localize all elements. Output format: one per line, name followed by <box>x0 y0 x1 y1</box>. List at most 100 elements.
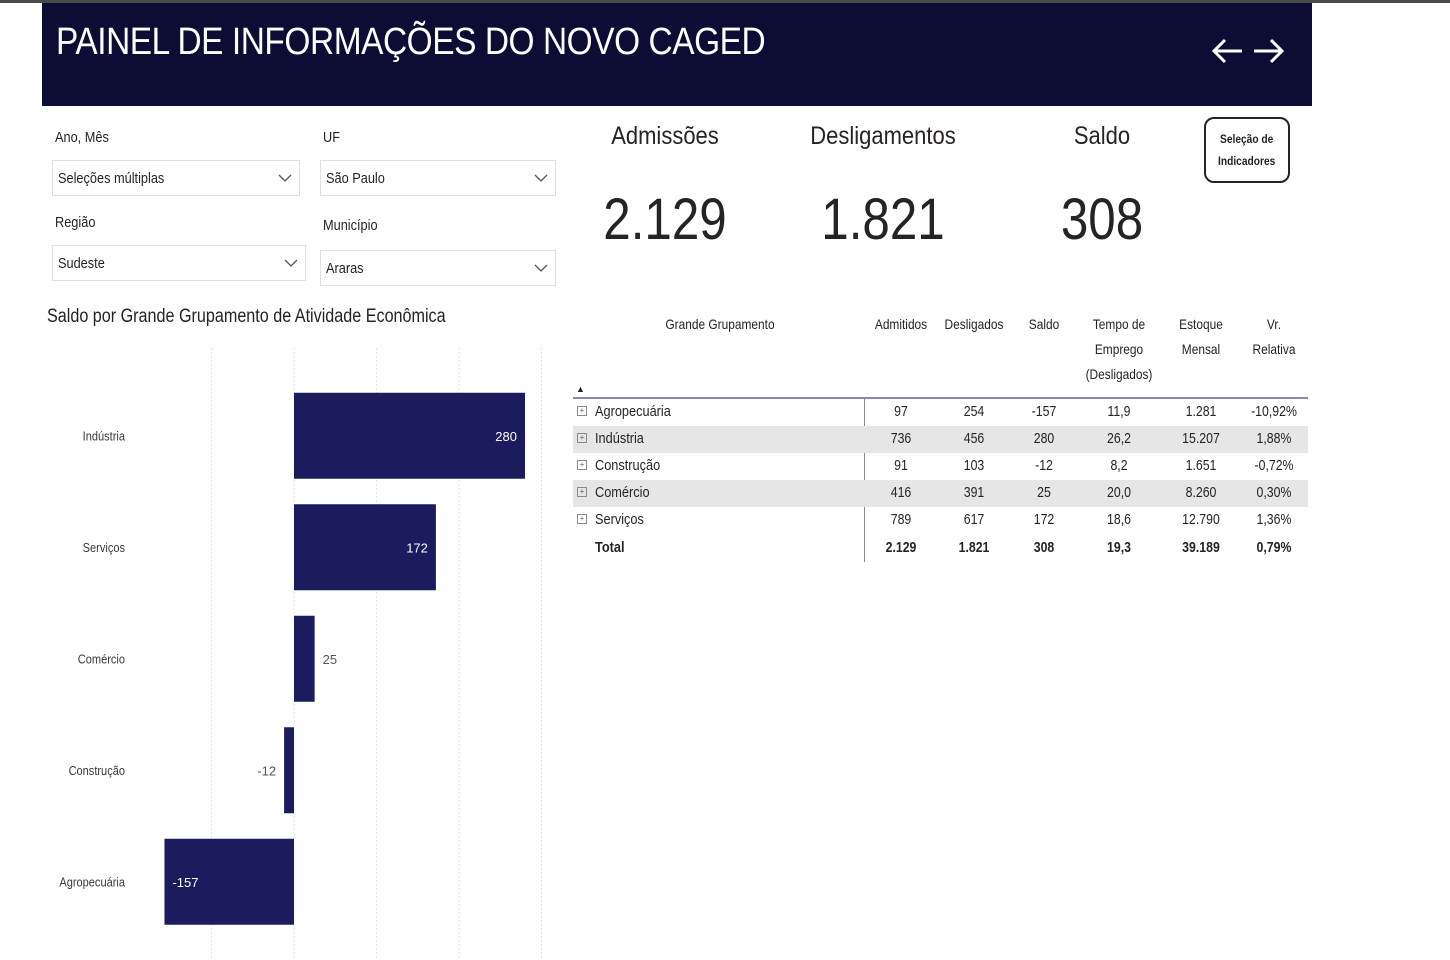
table-row[interactable]: + Indústria 736 456 280 26,2 15.207 1,88… <box>573 426 1308 453</box>
filter-label-regiao: Região <box>55 214 96 231</box>
cell-vr: 1,36% <box>1256 511 1292 528</box>
cell-desligados: 1.821 <box>958 539 990 556</box>
table-header-divider <box>573 397 1308 399</box>
row-name: Construção <box>595 457 661 474</box>
bar[interactable] <box>294 615 315 702</box>
chart-title: Saldo por Grande Grupamento de Atividade… <box>47 306 446 327</box>
col-header-estoque-line1: Estoque <box>1179 316 1223 332</box>
bar[interactable] <box>294 504 436 591</box>
forward-arrow-icon[interactable] <box>1250 31 1286 71</box>
filter-label-uf: UF <box>323 129 340 146</box>
cell-admitidos: 97 <box>894 403 908 420</box>
cell-desligados: 456 <box>963 430 985 447</box>
header-bar: PAINEL DE INFORMAÇÕES DO NOVO CAGED <box>42 3 1312 106</box>
kpi-value-saldo: 308 <box>1060 187 1144 252</box>
data-label: -157 <box>172 875 198 890</box>
chevron-down-icon <box>284 259 298 267</box>
selecao-indicadores-button[interactable]: Seleção de Indicadores <box>1204 117 1290 183</box>
chevron-down-icon <box>278 174 292 182</box>
cell-tempo: 18,6 <box>1107 511 1131 528</box>
data-label: 25 <box>323 652 337 667</box>
kpi-value-desligamentos: 1.821 <box>821 187 945 252</box>
cell-estoque: 12.790 <box>1182 511 1220 528</box>
selecao-indicadores-line2: Indicadores <box>1218 154 1276 168</box>
cell-desligados: 617 <box>963 511 985 528</box>
table-total-row: Total 2.129 1.821 308 19,3 39.189 0,79% <box>573 535 1308 562</box>
cell-saldo: -12 <box>1035 457 1053 474</box>
col-header-admitidos[interactable]: Admitidos <box>874 316 928 332</box>
table-row[interactable]: + Comércio 416 391 25 20,0 8.260 0,30% <box>573 480 1308 507</box>
category-label: Indústria <box>83 429 126 444</box>
selecao-indicadores-line1: Seleção de <box>1220 132 1274 146</box>
cell-estoque: 39.189 <box>1182 539 1220 556</box>
kpi-label-desligamentos: Desligamentos <box>810 122 956 150</box>
col-header-grande-grupamento[interactable]: Grande Grupamento <box>665 316 775 332</box>
cell-estoque: 15.207 <box>1182 430 1220 447</box>
cell-estoque: 1.651 <box>1185 457 1217 474</box>
row-name: Indústria <box>595 430 644 447</box>
row-name: Comércio <box>595 484 650 501</box>
expand-icon[interactable]: + <box>577 460 587 470</box>
filter-label-municipio: Município <box>323 217 378 234</box>
cell-admitidos: 789 <box>890 511 912 528</box>
expand-icon[interactable]: + <box>577 487 587 497</box>
expand-icon[interactable]: + <box>577 433 587 443</box>
col-header-vr-line1: Vr. <box>1266 316 1282 332</box>
cell-vr: -0,72% <box>1254 457 1294 474</box>
data-label: 280 <box>495 429 517 444</box>
col-header-estoque-line2: Mensal <box>1181 341 1221 357</box>
municipio-value: Araras <box>326 260 364 277</box>
cell-estoque: 1.281 <box>1185 403 1217 420</box>
cell-tempo: 8,2 <box>1110 457 1128 474</box>
col-header-desligados[interactable]: Desligados <box>944 316 1004 332</box>
table-row[interactable]: + Agropecuária 97 254 -157 11,9 1.281 -1… <box>573 399 1308 426</box>
expand-icon[interactable]: + <box>577 406 587 416</box>
bar[interactable] <box>294 392 525 479</box>
total-label: Total <box>595 539 625 556</box>
cell-desligados: 391 <box>963 484 985 501</box>
cell-tempo: 19,3 <box>1107 539 1131 556</box>
filter-label-ano-mes: Ano, Mês <box>55 129 109 146</box>
cell-saldo: 172 <box>1033 511 1055 528</box>
category-label: Construção <box>69 763 126 778</box>
col-header-tempo-line2: Emprego <box>1094 341 1144 357</box>
uf-value: São Paulo <box>326 170 385 187</box>
cell-admitidos: 736 <box>890 430 912 447</box>
expand-icon[interactable]: + <box>577 514 587 524</box>
regiao-dropdown[interactable]: Sudeste <box>52 245 306 281</box>
table-row[interactable]: + Construção 91 103 -12 8,2 1.651 -0,72% <box>573 453 1308 480</box>
bar[interactable] <box>164 838 294 925</box>
category-label: Agropecuária <box>59 875 125 890</box>
cell-tempo: 20,0 <box>1107 484 1131 501</box>
chevron-down-icon <box>534 264 548 272</box>
back-arrow-icon[interactable] <box>1210 31 1246 71</box>
cell-admitidos: 91 <box>894 457 908 474</box>
data-label: -12 <box>257 763 276 778</box>
category-label: Serviços <box>83 540 125 555</box>
bar[interactable] <box>284 727 294 814</box>
ano-mes-dropdown[interactable]: Seleções múltiplas <box>52 160 300 196</box>
col-header-tempo-line1: Tempo de <box>1092 316 1146 332</box>
sort-ascending-icon[interactable]: ▲ <box>576 384 585 394</box>
saldo-bar-chart: Indústria 280 Serviços 172 Comércio 25 Constru… <box>59 348 542 960</box>
cell-saldo: 308 <box>1033 539 1055 556</box>
col-header-saldo[interactable]: Saldo <box>1028 316 1060 332</box>
cell-admitidos: 416 <box>890 484 912 501</box>
cell-estoque: 8.260 <box>1185 484 1217 501</box>
col-header-vr-line2: Relativa <box>1252 341 1296 357</box>
cell-saldo: 280 <box>1033 430 1055 447</box>
row-name: Agropecuária <box>595 403 671 420</box>
col-header-tempo-line3: (Desligados) <box>1085 366 1153 382</box>
cell-vr: -10,92% <box>1251 403 1297 420</box>
municipio-dropdown[interactable]: Araras <box>320 250 556 286</box>
table-row[interactable]: + Serviços 789 617 172 18,6 12.790 1,36% <box>573 507 1308 534</box>
cell-saldo: -157 <box>1031 403 1057 420</box>
kpi-label-admissoes: Admissões <box>611 122 719 150</box>
page-title: PAINEL DE INFORMAÇÕES DO NOVO CAGED <box>56 21 766 63</box>
uf-dropdown[interactable]: São Paulo <box>320 160 556 196</box>
top-border <box>0 0 1450 3</box>
data-label: 172 <box>406 540 428 555</box>
cell-tempo: 11,9 <box>1107 403 1131 420</box>
row-name: Serviços <box>595 511 644 528</box>
kpi-label-saldo: Saldo <box>1073 122 1131 150</box>
